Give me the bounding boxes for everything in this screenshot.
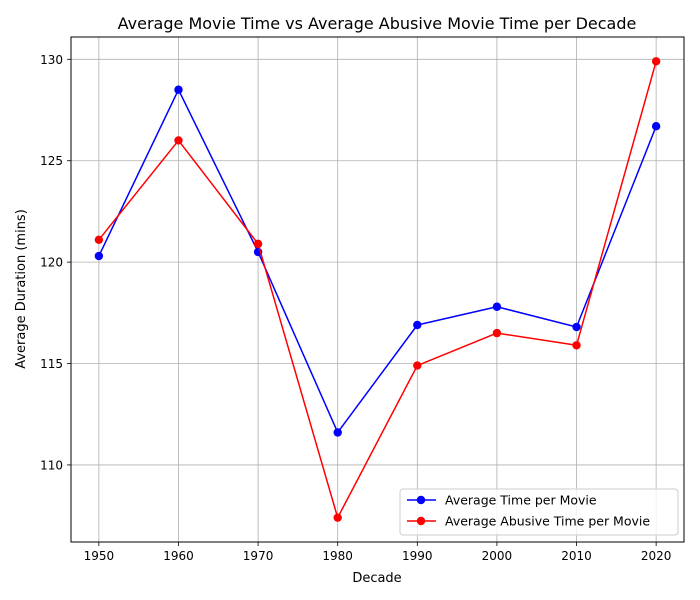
axis-ticks: 1950 1960 1970 1980 1990 2000 2010 2020 110 115 12… [40, 53, 671, 563]
series-0-point [492, 302, 502, 311]
series-0-point [413, 320, 422, 330]
series-0-point [174, 85, 183, 94]
y-tick-label: 125 [40, 154, 63, 168]
legend-label-average-time: Average Time per Movie [445, 493, 597, 508]
plot-area-frame [70, 36, 685, 543]
y-tick-label: 120 [40, 256, 63, 270]
series-1-line [98, 61, 657, 519]
series-layer [94, 57, 661, 522]
x-tick-label: 1990 [402, 549, 433, 563]
y-axis-label: Average Duration (mins) [14, 209, 29, 369]
x-tick-label: 2000 [482, 549, 513, 563]
x-axis-label: Decade [352, 571, 401, 586]
series-0-point [651, 122, 661, 131]
series-0-point [333, 428, 342, 437]
series-1-point [253, 239, 263, 249]
series-0-point [572, 322, 581, 332]
y-tick-label: 130 [40, 53, 63, 67]
series-1-point [651, 57, 661, 66]
legend-marker-average-time [416, 495, 426, 505]
series-1-point [572, 341, 581, 350]
series-1-point [492, 328, 502, 338]
legend-box [399, 488, 679, 536]
legend-label-average-abusive-time: Average Abusive Time per Movie [445, 514, 650, 529]
y-tick-label: 115 [40, 357, 63, 371]
y-tick-label: 110 [40, 458, 63, 472]
x-tick-label: 1980 [322, 549, 353, 563]
legend-marker-average-abusive-time [416, 516, 426, 526]
series-1-point [174, 136, 183, 145]
series-1-point [333, 513, 342, 522]
legend: Average Time per Movie Average Abusive T… [399, 488, 679, 536]
series-1-point [94, 235, 104, 245]
grid-lines [71, 37, 684, 542]
series-1-point [413, 361, 422, 370]
x-tick-label: 1950 [84, 549, 115, 563]
x-tick-label: 1960 [163, 549, 194, 563]
x-tick-label: 2010 [561, 549, 592, 563]
series-0-line [98, 88, 657, 434]
x-tick-label: 2020 [641, 549, 672, 563]
chart-title: Average Movie Time vs Average Abusive Mo… [118, 14, 637, 33]
x-tick-label: 1970 [243, 549, 274, 563]
series-0-point [94, 251, 104, 261]
